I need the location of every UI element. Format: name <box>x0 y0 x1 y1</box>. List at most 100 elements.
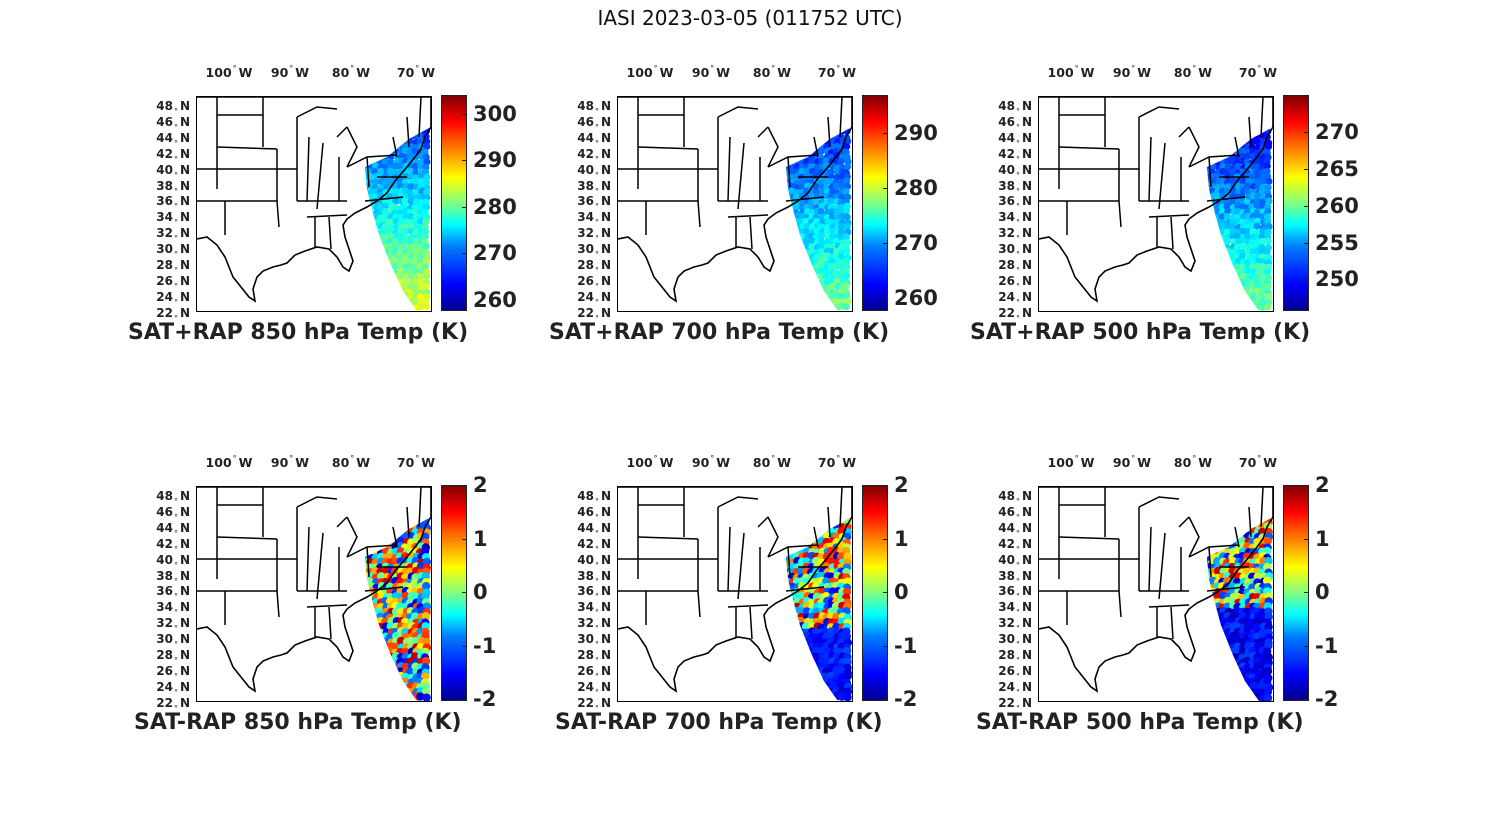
swath-pixel <box>1234 517 1243 523</box>
lat-tick-label: 22° N <box>998 695 1032 713</box>
swath-pixel <box>376 662 385 671</box>
swath-pixel <box>1265 292 1273 300</box>
swath-pixel <box>797 258 806 266</box>
swath-pixel <box>365 174 366 182</box>
colorbar-tick-mark <box>1304 592 1308 593</box>
swath-pixel <box>1208 631 1218 641</box>
swath-pixel <box>786 672 792 682</box>
swath-pixel <box>1207 637 1208 646</box>
swath-pixel <box>793 284 801 292</box>
colorbar-tick-label: 290 <box>894 121 938 146</box>
swath-pixel <box>786 607 787 616</box>
swath-pixel <box>1218 528 1228 537</box>
swath-pixel <box>1208 603 1217 613</box>
swath-pixel <box>1207 138 1208 146</box>
swath-pixel <box>1265 222 1273 231</box>
swath-pixel <box>786 517 791 522</box>
swath-pixel <box>1210 228 1218 237</box>
swath-pixel <box>365 617 371 626</box>
state-border <box>316 142 324 210</box>
state-border <box>827 506 831 538</box>
swath-pixel <box>366 127 374 136</box>
swath-pixel <box>1243 303 1252 311</box>
state-border <box>197 590 280 618</box>
swath-pixel <box>787 652 797 662</box>
swath-pixel <box>396 242 404 251</box>
swath-pixel <box>1264 622 1273 632</box>
lon-tick-label: 80° W <box>752 64 792 80</box>
swath-pixel <box>778 684 786 692</box>
lat-tick-label: 28° N <box>998 648 1032 665</box>
swath-pixel <box>381 158 390 167</box>
swath-pixel <box>802 143 810 152</box>
swath-pixel <box>832 182 840 190</box>
state-border <box>1234 526 1240 548</box>
swath-pixel <box>372 657 381 667</box>
swath-pixel <box>365 557 366 567</box>
swath-pixel <box>1224 207 1232 215</box>
swath-pixel <box>787 632 796 641</box>
swath-pixel <box>1214 243 1222 251</box>
swath-pixel <box>381 677 391 686</box>
swath-pixel <box>1207 234 1212 242</box>
swath-pixel <box>1207 517 1212 522</box>
swath-pixel <box>387 242 395 251</box>
swath-pixel <box>786 268 792 277</box>
lat-tick-label: 42° N <box>998 146 1032 164</box>
lat-tick-label: 42° N <box>998 536 1032 554</box>
swath-pixel <box>788 217 796 226</box>
swath-pixel <box>1199 243 1206 250</box>
swath-pixel <box>777 643 785 651</box>
swath-pixel <box>1199 189 1206 196</box>
swath-pixel <box>802 652 811 662</box>
swath-pixel <box>371 652 380 662</box>
lat-tick-label: 34° N <box>577 210 611 228</box>
swath-pixel <box>808 128 816 136</box>
swath-pixel <box>381 667 391 677</box>
swath-pixel <box>1230 284 1238 292</box>
state-border <box>216 536 278 540</box>
swath-pixel <box>804 262 812 271</box>
swath-pixel <box>788 667 797 676</box>
swath-pixel <box>392 688 401 697</box>
swath-pixel <box>789 282 797 290</box>
state-border <box>406 506 410 538</box>
state-border <box>839 97 843 138</box>
swath-pixel <box>387 277 396 286</box>
swath-pixel <box>1264 183 1272 192</box>
swath-pixel <box>366 672 375 681</box>
swath-pixel <box>1208 298 1216 306</box>
swath-pixel <box>778 179 785 186</box>
state-border <box>717 496 759 508</box>
swath-pixel <box>1224 272 1233 280</box>
state-border <box>392 136 398 158</box>
swath-pixel <box>416 517 425 521</box>
swath-pixel <box>366 283 375 291</box>
swath-pixel <box>365 128 371 136</box>
swath-pixel <box>367 218 375 226</box>
swath-pixel <box>803 267 811 276</box>
swath-pixel <box>358 213 365 220</box>
lat-tick-label: 22° N <box>156 305 190 323</box>
swath-pixel <box>843 657 852 667</box>
swath-pixel <box>1254 127 1262 132</box>
swath-pixel <box>387 293 396 301</box>
panel-title: SAT-RAP 500 hPa Temp (K) <box>976 710 1304 735</box>
swath-pixel <box>802 273 810 281</box>
swath-pixel <box>365 552 366 562</box>
swath-pixel <box>828 257 836 265</box>
swath-pixel <box>1207 284 1212 292</box>
swath-pixel <box>391 691 401 701</box>
swath-pixel <box>366 652 375 662</box>
swath-pixel <box>386 282 395 291</box>
swath-pixel <box>797 267 805 275</box>
swath-pixel <box>1207 566 1208 576</box>
swath-pixel <box>786 623 791 633</box>
swath-pixel <box>786 607 791 617</box>
state-border <box>316 532 324 600</box>
lat-tick-label: 42° N <box>156 146 190 164</box>
lat-tick-label: 46° N <box>577 114 611 132</box>
swath-pixel <box>376 527 385 537</box>
swath-pixel <box>823 692 832 701</box>
swath-pixel <box>842 143 851 151</box>
